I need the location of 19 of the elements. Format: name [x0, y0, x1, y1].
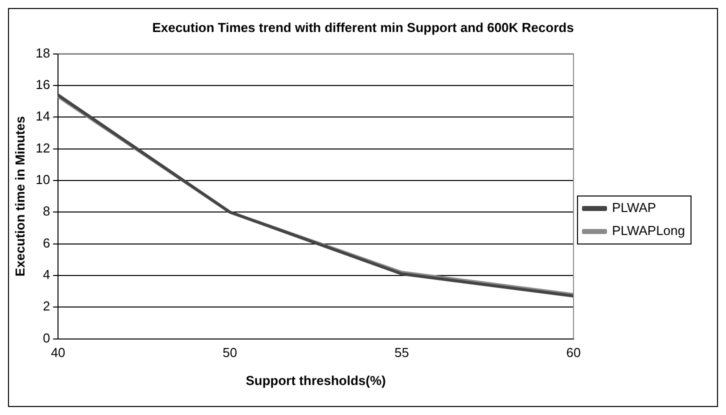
x-tick-label: 50 — [222, 345, 238, 360]
y-tick-label: 0 — [42, 330, 50, 346]
y-tick-label: 2 — [42, 298, 50, 314]
y-tick-label: 16 — [36, 77, 50, 92]
y-tick-label: 4 — [42, 267, 50, 282]
x-tick-label: 40 — [50, 345, 66, 360]
x-tick-label: 55 — [394, 345, 409, 360]
y-axis-title: Execution time in Minutes — [12, 116, 28, 276]
y-tick-label: 8 — [42, 204, 50, 219]
x-tick-label: 60 — [566, 345, 581, 360]
y-tick-label: 6 — [42, 235, 50, 250]
y-tick-label: 10 — [36, 172, 50, 188]
y-tick-label: 14 — [36, 108, 50, 124]
legend-label: PLWAPLong — [612, 223, 686, 238]
y-tick-label: 18 — [36, 45, 50, 60]
x-axis-title: Support thresholds(%) — [246, 372, 386, 388]
chart-title: Execution Times trend with different min Support and 600K Records — [151, 19, 575, 37]
y-tick-label: 12 — [36, 140, 50, 156]
legend-label: PLWAP — [612, 200, 656, 216]
